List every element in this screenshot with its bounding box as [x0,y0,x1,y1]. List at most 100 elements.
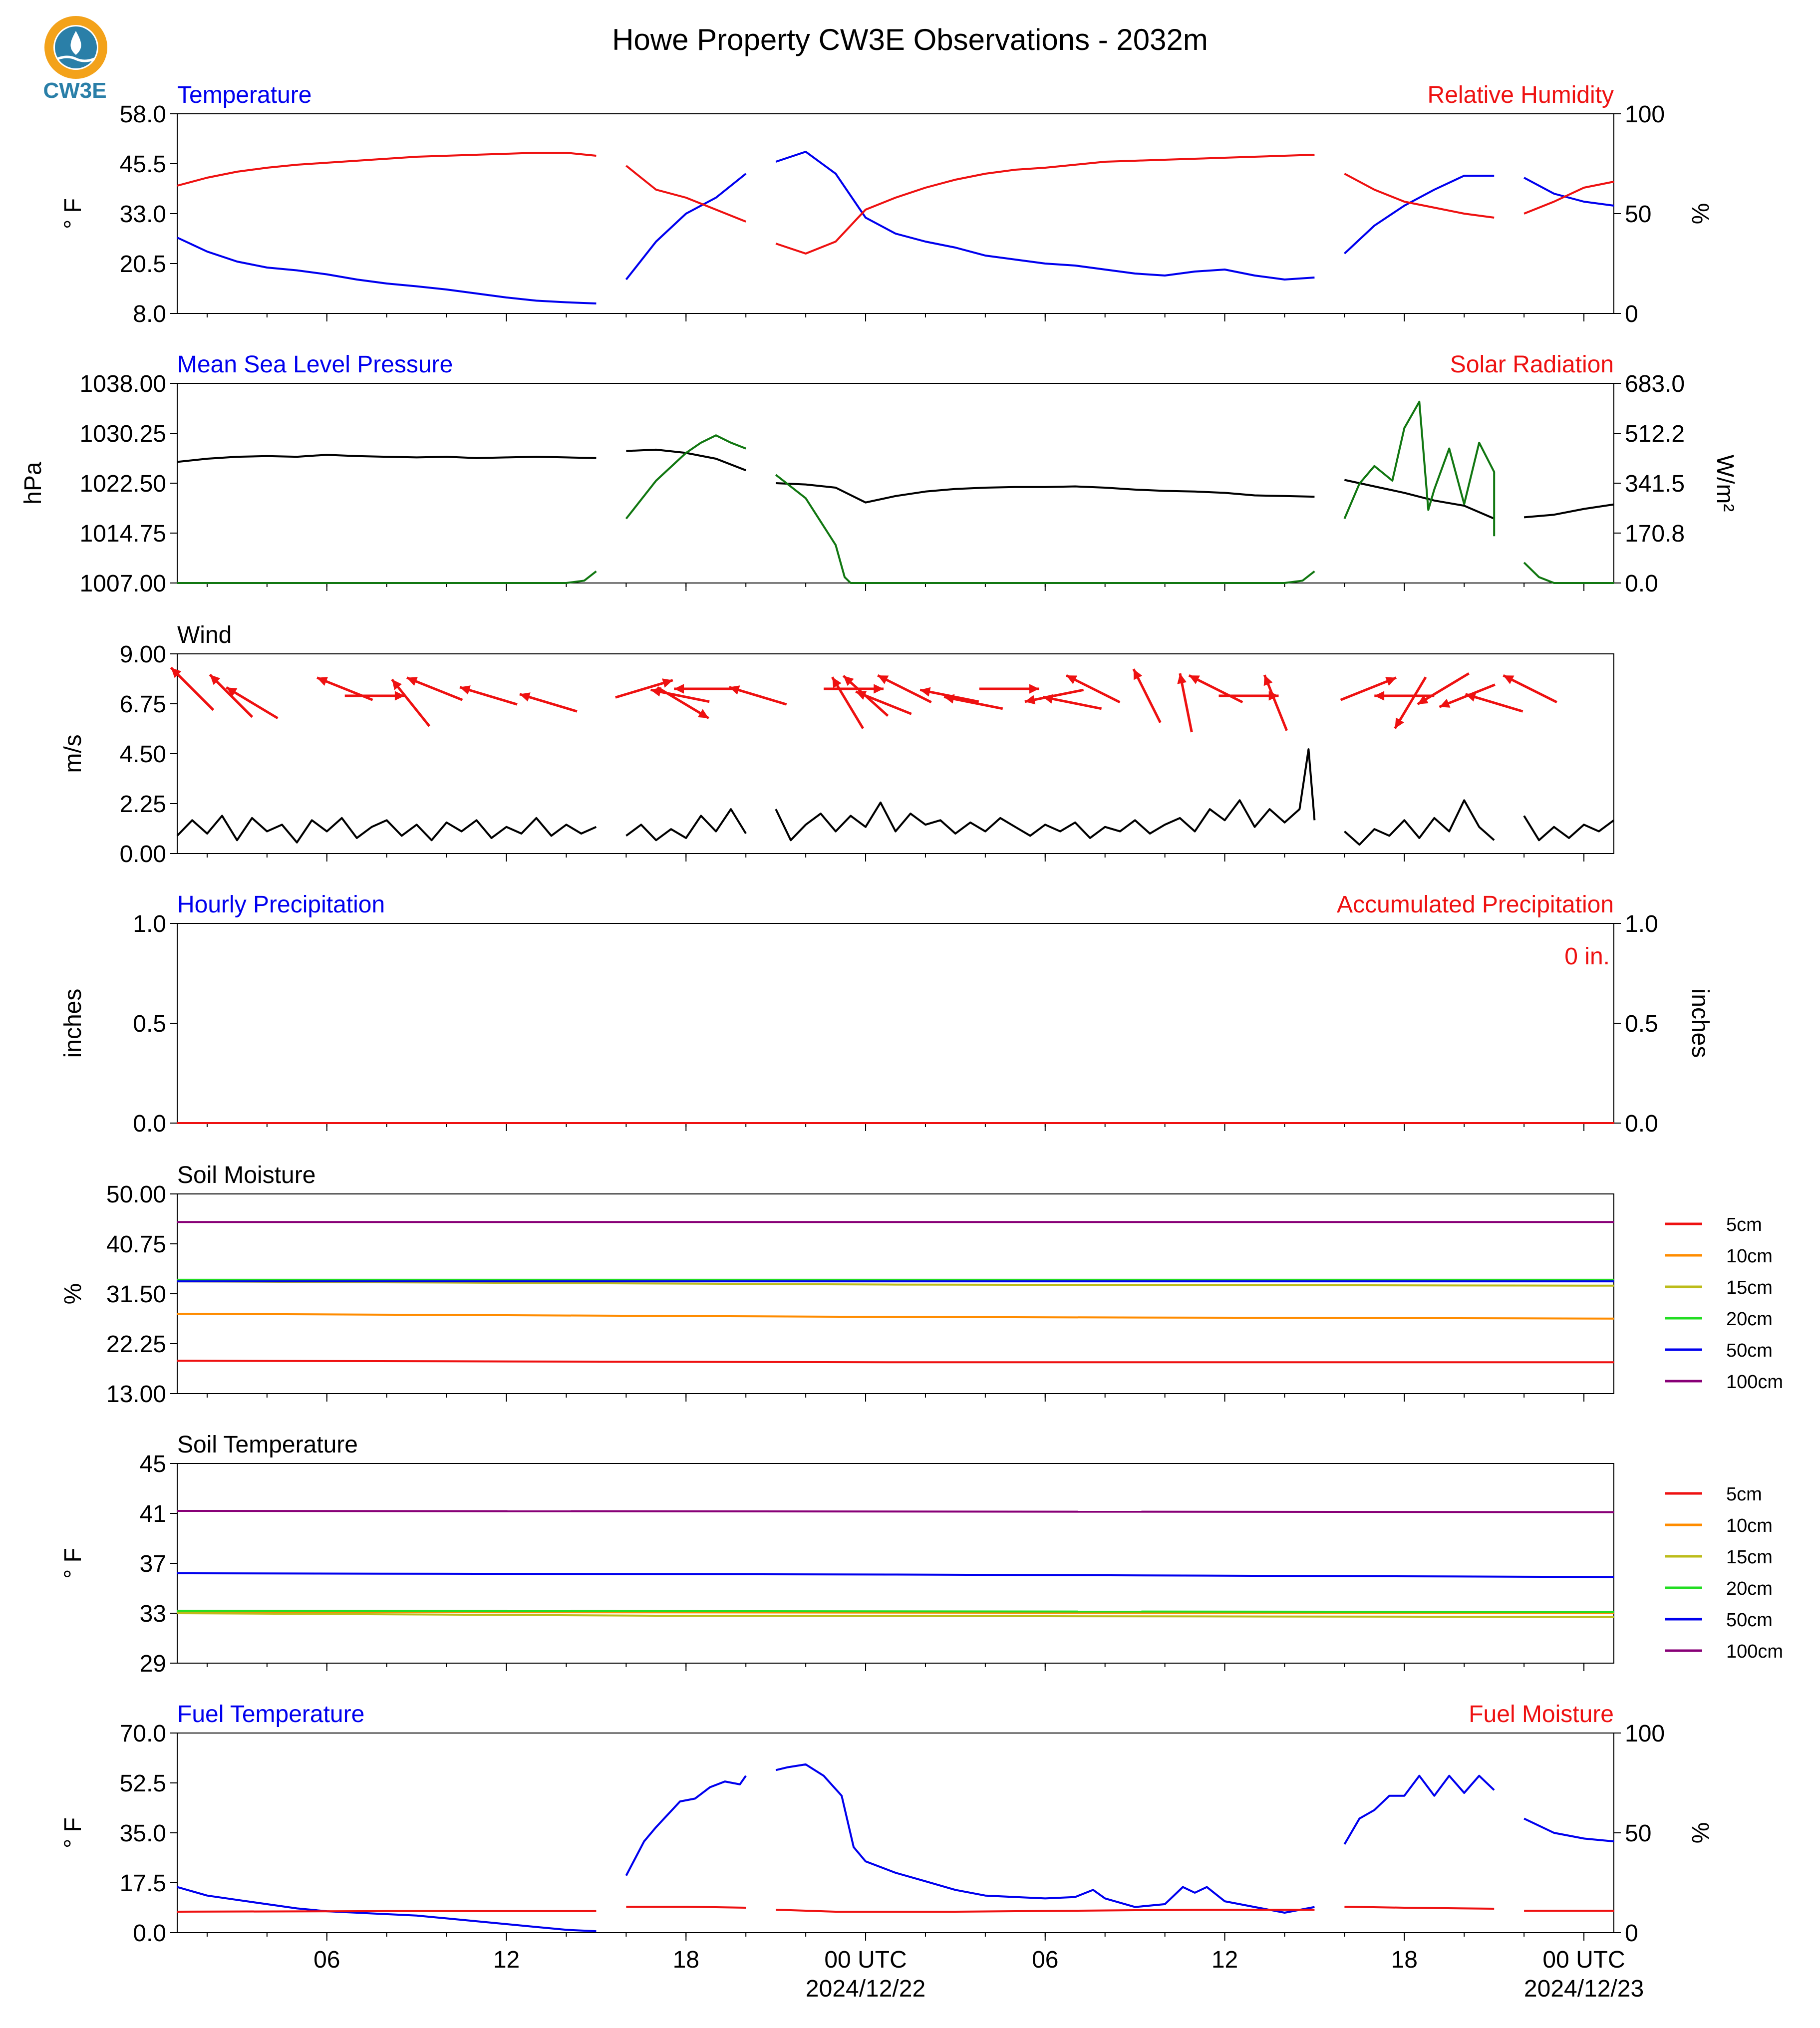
y-tick-label-left: 0.0 [133,1920,166,1947]
wind-arrow-shaft [519,693,578,713]
y-axis-label-right: % [1687,1822,1713,1844]
cw3e-logo: CW3E [43,16,107,103]
wind-arrow-shaft [226,686,279,720]
y-tick-label-right: 0 [1625,301,1638,327]
wind-arrow-head-icon [920,687,931,697]
wind-arrow-shaft [855,690,912,715]
x-tick-label: 12 [1212,1947,1238,1973]
wind-arrow-shaft [877,674,932,704]
y-tick-label-left: 6.75 [120,691,166,718]
wind-arrow-head-icon [226,687,238,697]
x-date-label: 2024/12/22 [806,1976,925,2002]
y-tick-label-left: 0.00 [120,841,166,868]
x-tick-label: 18 [1391,1947,1418,1973]
panel-soil_temp: Soil Temperature 29 33 37 41 45 ° F 5cm 10cm 15cm… [60,1432,1783,1677]
x-tick-label: 18 [673,1947,699,1973]
wind-arrow-head-icon [874,684,884,694]
y-tick-label-left: 20.5 [120,251,166,278]
wind-arrow-head-icon [1029,684,1039,694]
wind-arrow-head-icon [832,677,842,688]
wind-arrow-shaft [1188,674,1243,704]
legend-label: 50cm [1726,1340,1773,1361]
y-tick-label-right: 0.5 [1625,1011,1658,1037]
wind-arrow-shaft [615,679,673,699]
legend-label: 10cm [1726,1515,1773,1536]
panel-title-right: Relative Humidity [1428,82,1614,108]
wind-arrow-head-icon [944,694,955,704]
y-tick-label-left: 35.0 [120,1820,166,1847]
y-tick-label-left: 58.0 [120,101,166,128]
series-line-relative-humidity [177,152,1614,255]
y-tick-label-left: 1022.50 [79,471,166,497]
logo-drop-icon [70,31,81,55]
y-tick-label-left: 70.0 [120,1721,166,1747]
y-tick-label-right: 50 [1625,1820,1651,1847]
x-axis: 06 12 18 00 UTC 2024/12/22 06 12 18 00 UTC 2024/1… [313,1947,1644,2002]
series-line-100cm [177,1510,1614,1513]
y-tick-label-left: 17.5 [120,1870,166,1897]
y-axis-label-right: % [1687,203,1713,225]
legend-label: 5cm [1726,1214,1762,1235]
legend-label: 10cm [1726,1246,1773,1267]
y-tick-label-left: 4.50 [120,741,166,768]
wind-arrow-head-icon [1133,669,1143,680]
y-tick-label-right: 170.8 [1625,521,1685,547]
panel-title-left: Soil Temperature [177,1432,358,1458]
x-tick-label: 00 UTC [1542,1947,1625,1973]
y-tick-label-left: 29 [140,1651,166,1677]
legend-label: 20cm [1726,1578,1773,1599]
wind-arrow-head-icon [1503,675,1515,684]
x-date-label: 2024/12/23 [1524,1976,1644,2002]
accumulated-precip-annotation: 0 in. [1564,943,1610,970]
legend-label: 100cm [1726,1641,1783,1662]
wind-arrow-head-icon [1042,694,1054,704]
wind-arrow-shaft [656,686,710,720]
series-line-wind [176,748,1615,846]
y-axis-label-left: hPa [20,462,46,505]
panel-soil_moisture: Soil Moisture 13.00 22.25 31.50 40.75 50.00% 5… [60,1162,1783,1408]
wind-arrow-head-icon [406,677,418,686]
wind-arrow-head-icon [520,692,531,702]
legend-label: 50cm [1726,1610,1773,1631]
panel-title-left: Fuel Temperature [177,1701,364,1728]
series-line-10cm [177,1611,1614,1614]
legend-label: 15cm [1726,1277,1773,1298]
series-line-temperature [177,151,1614,304]
legend-label: 15cm [1726,1547,1773,1568]
wind-arrow-head-icon [1189,675,1200,684]
legend-label: 5cm [1726,1484,1762,1505]
series-line-20cm [177,1610,1614,1613]
y-tick-label-left: 40.75 [106,1231,166,1258]
y-axis-label-left: % [60,1283,86,1305]
panel-title-right: Solar Radiation [1450,351,1614,378]
y-tick-label-right: 0.0 [1625,1111,1658,1137]
series-line-fuel-temperature [177,1763,1614,1933]
series-line-fuel-moisture [177,1906,1614,1913]
y-tick-label-left: 50.00 [106,1181,166,1208]
wind-arrow-head-icon [1385,677,1397,686]
panel-pressure_solar: Mean Sea Level Pressure Solar Radiation 10… [20,351,1738,597]
y-tick-label-left: 1.0 [133,911,166,937]
wind-arrow-head-icon [394,691,405,701]
wind-arrow-head-icon [460,685,471,695]
wind-arrow-head-icon [662,678,673,688]
panel-title-left: Mean Sea Level Pressure [177,351,453,378]
wind-arrow-head-icon [1439,699,1451,708]
wind-arrow-shaft [209,673,254,718]
panel-fuel: Fuel Temperature Fuel Moisture 0.0 17.5 35.0… [60,1701,1713,1947]
wind-arrow-head-icon [1374,691,1385,701]
panel-title-left: Soil Moisture [177,1162,315,1188]
wind-arrow-head-icon [1417,695,1429,704]
series-line-15cm [177,1612,1614,1618]
y-tick-label-right: 0 [1625,1920,1638,1947]
y-tick-label-left: 9.00 [120,641,166,668]
y-axis-label-left: m/s [60,734,86,773]
wind-arrow-head-icon [674,684,684,694]
wind-arrow-head-icon [1395,717,1404,729]
y-tick-label-left: 37 [140,1551,166,1577]
y-tick-label-left: 0.5 [133,1011,166,1037]
y-tick-label-right: 0.0 [1625,571,1658,597]
wind-arrow-head-icon [1263,675,1273,686]
